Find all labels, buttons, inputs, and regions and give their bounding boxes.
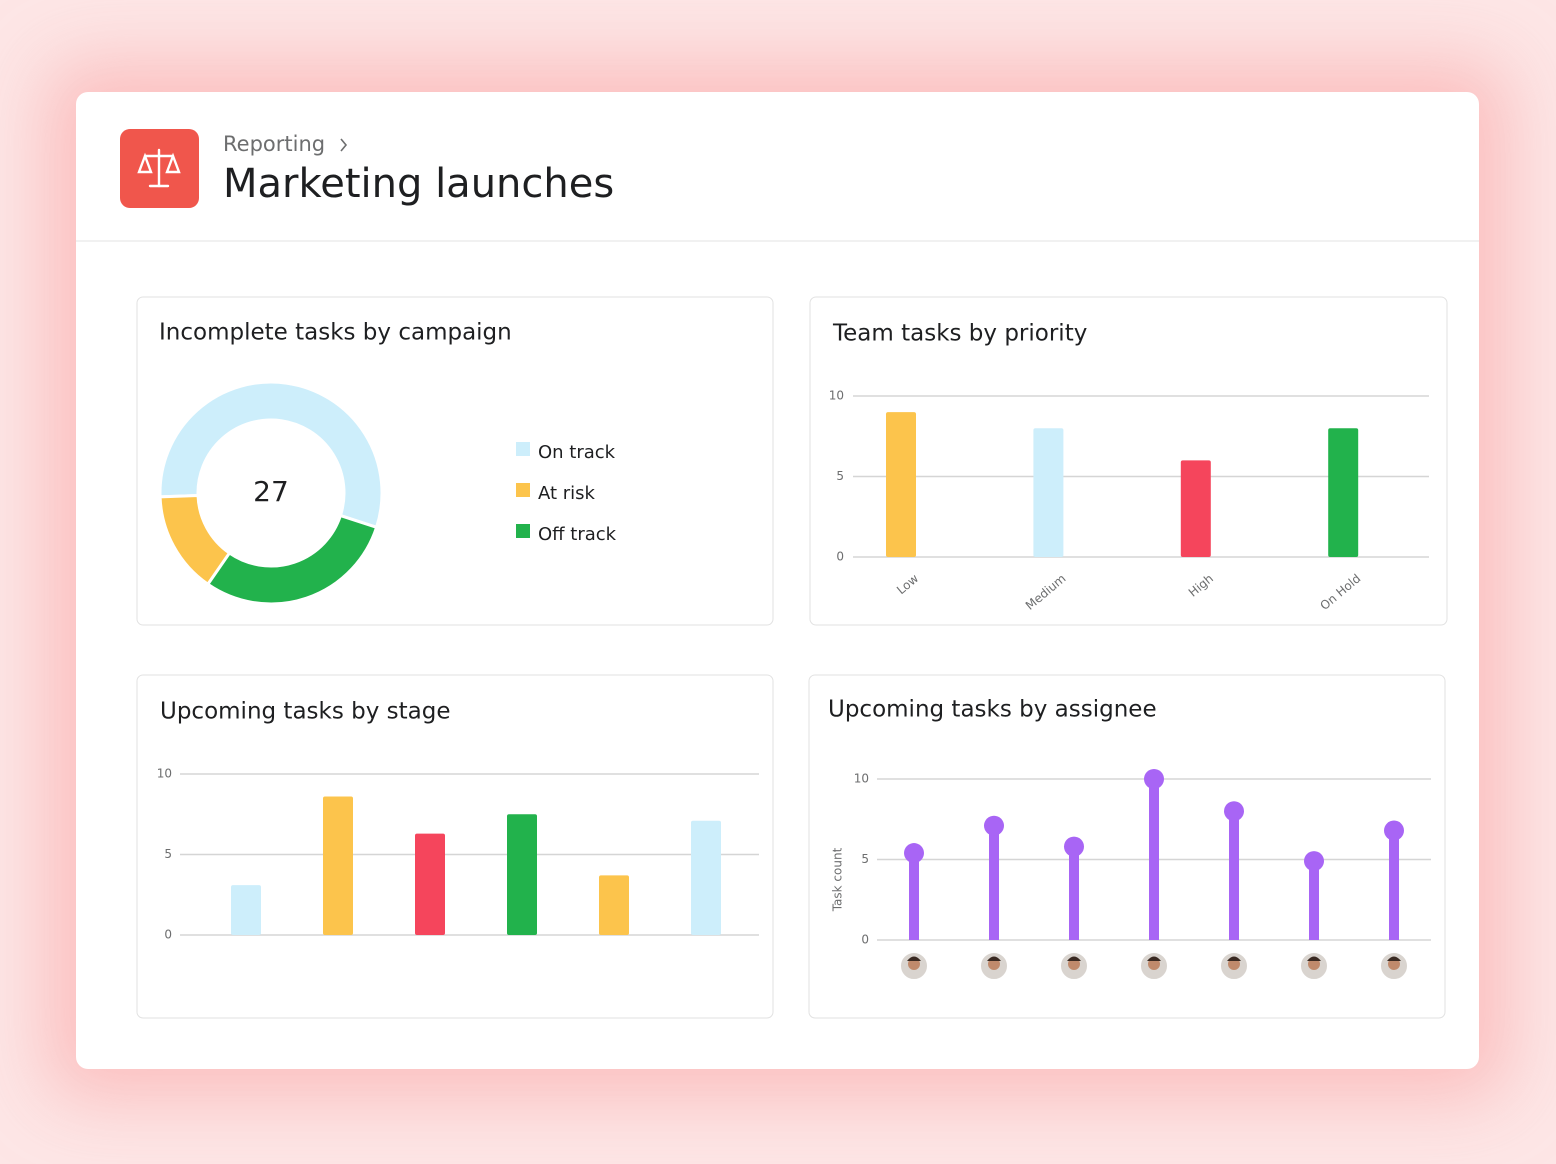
lollipop-dot (1304, 851, 1324, 872)
donut-segment (158, 380, 384, 530)
y-tick-label: 5 (861, 852, 869, 866)
lollipop-dot (1144, 769, 1164, 789)
legend-label: At risk (538, 483, 596, 504)
lollipop-dot (984, 815, 1004, 836)
y-tick-label: 5 (164, 847, 172, 861)
avatar-hair (907, 956, 921, 961)
panel-title: Incomplete tasks by campaign (159, 320, 512, 346)
legend-swatch (516, 442, 530, 456)
bar (231, 885, 261, 935)
avatar-hair (1227, 956, 1241, 961)
y-tick-label: 10 (157, 767, 172, 781)
panel-title: Team tasks by priority (832, 321, 1087, 347)
avatar-hair (987, 956, 1001, 961)
y-tick-label: 0 (861, 933, 869, 947)
bar (507, 814, 537, 935)
y-tick-label: 5 (836, 469, 844, 483)
panel (809, 296, 1448, 626)
panel (136, 296, 774, 626)
donut-total: 27 (253, 475, 289, 508)
legend-swatch (516, 483, 530, 497)
bar (323, 796, 353, 935)
scale-icon (137, 148, 181, 188)
bar (1180, 460, 1211, 557)
legend-swatch (516, 524, 530, 538)
avatar-hair (1147, 956, 1161, 961)
panel-title: Upcoming tasks by assignee (828, 697, 1157, 723)
page-title: Marketing launches (223, 161, 614, 207)
lollipop-dot (1384, 820, 1404, 841)
lollipop-dot (1224, 801, 1244, 822)
y-axis-label: Task count (831, 847, 845, 912)
panel-title: Upcoming tasks by stage (160, 699, 451, 725)
donut-segment (205, 513, 379, 606)
y-tick-label: 0 (836, 550, 844, 564)
avatar-hair (1387, 956, 1401, 961)
panel (808, 674, 1446, 1019)
avatar-hair (1067, 956, 1081, 961)
legend-label: On track (538, 442, 616, 463)
bar (691, 820, 721, 935)
lollipop-dot (904, 843, 924, 864)
lollipop-dot (1064, 836, 1084, 857)
breadcrumb-chevron (340, 138, 348, 152)
bar (1033, 428, 1064, 557)
bar (886, 412, 916, 557)
bar (415, 833, 445, 935)
legend-label: Off track (538, 524, 617, 545)
bar (599, 875, 629, 935)
y-tick-label: 10 (854, 772, 869, 786)
y-tick-label: 0 (164, 928, 172, 942)
bar (1328, 428, 1359, 557)
avatar-hair (1307, 956, 1321, 961)
y-tick-label: 10 (829, 389, 844, 403)
panel (136, 674, 774, 1019)
breadcrumb[interactable]: Reporting (223, 132, 325, 156)
